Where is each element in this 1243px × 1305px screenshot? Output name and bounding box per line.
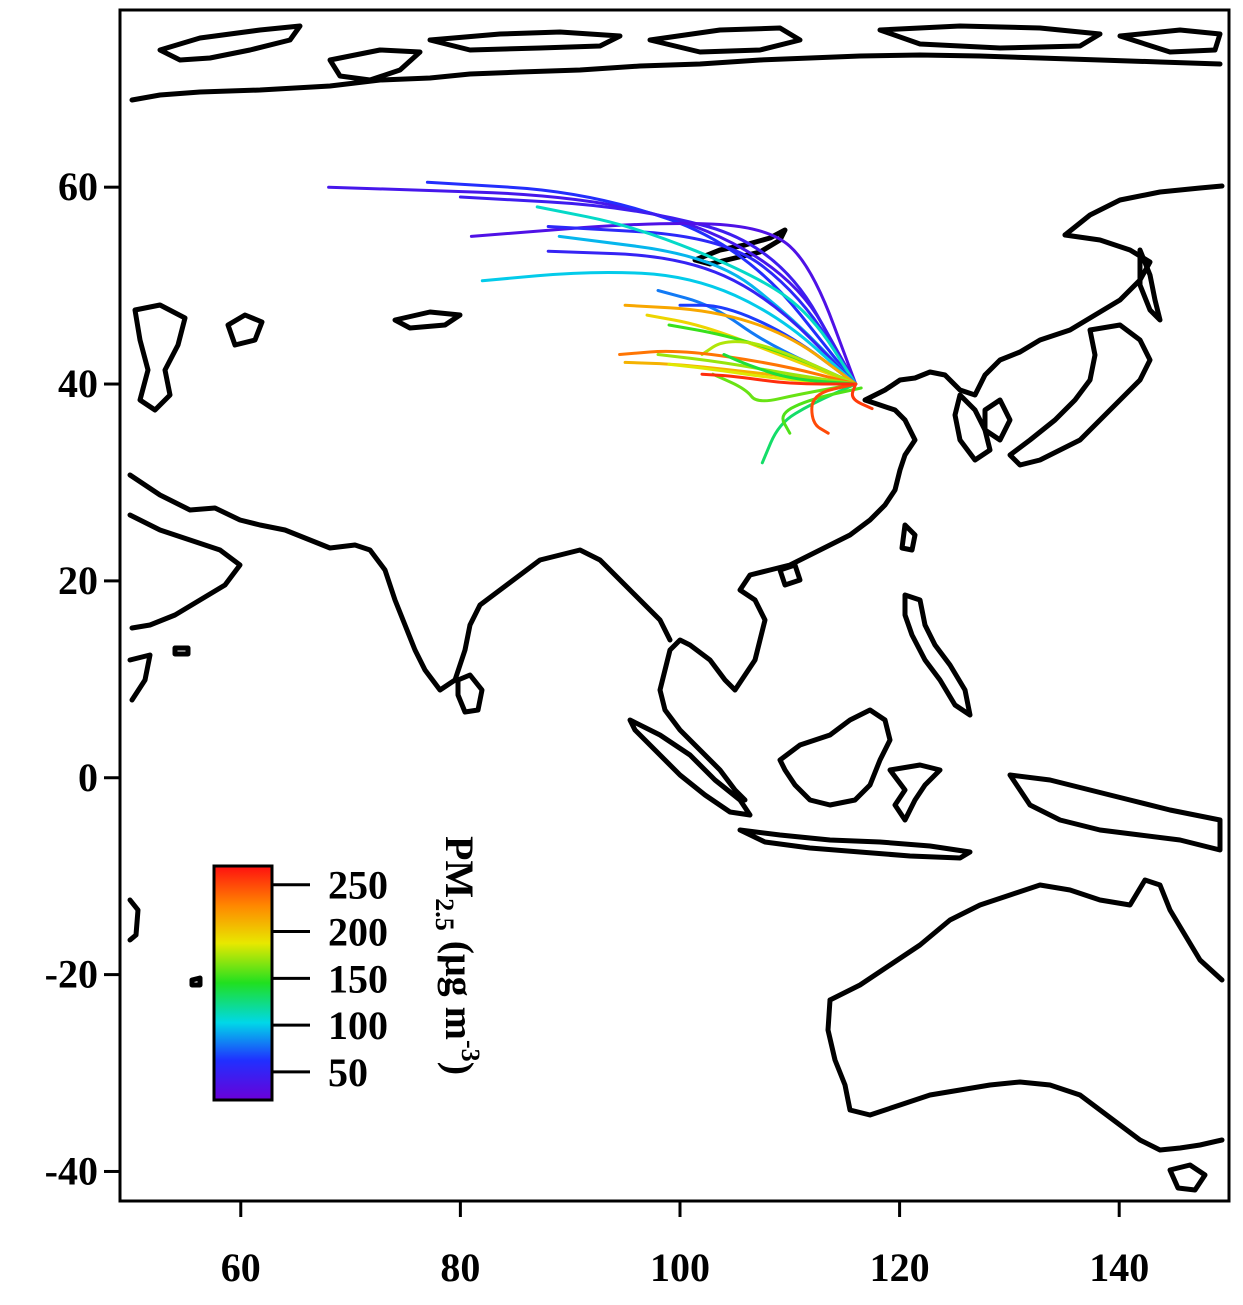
x-tick-label: 80 — [440, 1245, 480, 1290]
x-tick-label: 120 — [870, 1245, 930, 1290]
colorbar-tick-label: 100 — [328, 1003, 388, 1048]
colorbar-tick-label: 250 — [328, 863, 388, 908]
y-tick-label: 0 — [78, 755, 98, 800]
colorbar-title: PM2.5 (μg m-3) — [430, 836, 485, 1075]
trajectory-line — [425, 180, 858, 386]
y-tick-label: -40 — [45, 1148, 98, 1193]
trajectory-line — [458, 195, 858, 386]
trajectory-line — [535, 205, 858, 386]
y-tick-label: 40 — [58, 361, 98, 406]
colorbar-tick-label: 150 — [328, 956, 388, 1001]
trajectory-lines — [327, 180, 874, 465]
trajectory-line — [546, 249, 858, 386]
y-axis: 60 40 20 0 -20 -40 — [45, 164, 120, 1193]
y-tick-label: 20 — [58, 558, 98, 603]
x-axis: 60 80 100 120 140 — [221, 1201, 1149, 1290]
y-tick-label: -20 — [45, 952, 98, 997]
colorbar-gradient — [212, 864, 274, 1102]
x-tick-label: 100 — [650, 1245, 710, 1290]
x-tick-label: 140 — [1089, 1245, 1149, 1290]
y-tick-label: 60 — [58, 164, 98, 209]
colorbar-tick-label: 50 — [328, 1050, 368, 1095]
trajectory-line — [700, 340, 858, 386]
coastlines — [127, 23, 1225, 1193]
map-frame — [118, 8, 1231, 1203]
trajectory-line — [760, 382, 858, 465]
trajectory-line — [623, 303, 858, 386]
trajectory-line — [480, 270, 858, 386]
x-tick-label: 60 — [221, 1245, 261, 1290]
trajectory-line — [700, 372, 858, 386]
colorbar-tick-label: 200 — [328, 910, 388, 955]
trajectory-line — [469, 221, 858, 386]
trajectory-line — [850, 382, 874, 411]
